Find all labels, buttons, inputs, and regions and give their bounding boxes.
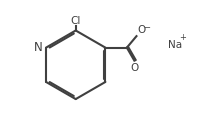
Text: −: − bbox=[142, 23, 149, 33]
Text: +: + bbox=[178, 33, 185, 42]
Text: N: N bbox=[33, 41, 42, 54]
Text: Cl: Cl bbox=[70, 16, 81, 26]
Text: O: O bbox=[137, 25, 145, 35]
Text: Na: Na bbox=[167, 41, 181, 50]
Text: O: O bbox=[130, 63, 138, 73]
